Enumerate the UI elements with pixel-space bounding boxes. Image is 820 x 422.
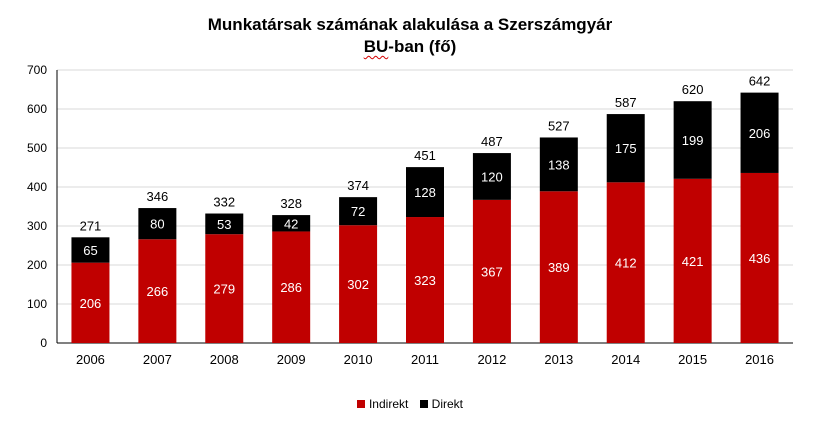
total-label: 487 — [481, 134, 503, 149]
legend-label-indirekt: Indirekt — [368, 397, 409, 411]
bar-indirekt-2006 — [71, 262, 110, 343]
legend-item-indirekt: Indirekt — [356, 397, 409, 411]
bar-direkt-2014 — [606, 114, 645, 183]
data-label-direkt: 65 — [83, 243, 97, 258]
x-tick-label: 2006 — [76, 352, 105, 367]
bar-direkt-2007 — [138, 208, 177, 240]
data-label-indirekt: 389 — [548, 260, 570, 275]
bar-direkt-2016 — [740, 92, 779, 173]
total-label: 332 — [213, 195, 235, 210]
chart-title-suffix: -ban (fő) — [388, 37, 457, 56]
x-tick-label: 2009 — [277, 352, 306, 367]
bar-direkt-2008 — [205, 213, 244, 235]
y-tick-label: 700 — [27, 63, 47, 77]
total-label: 346 — [147, 189, 169, 204]
x-tick-label: 2011 — [411, 352, 439, 367]
bar-indirekt-2007 — [138, 239, 177, 343]
total-label: 271 — [80, 218, 102, 233]
chart-title-bu: BU — [363, 37, 389, 56]
total-label: 642 — [749, 74, 771, 89]
y-tick-label: 400 — [27, 180, 47, 194]
bar-indirekt-2008 — [205, 234, 244, 343]
total-label: 587 — [615, 95, 637, 110]
bar-indirekt-2009 — [272, 231, 311, 343]
data-label-direkt: 206 — [749, 126, 771, 141]
x-tick-label: 2014 — [611, 352, 640, 367]
bar-indirekt-2016 — [740, 172, 779, 343]
data-label-direkt: 199 — [682, 133, 704, 148]
legend-swatch-direkt — [419, 400, 428, 408]
x-tick-label: 2016 — [745, 352, 774, 367]
data-label-indirekt: 286 — [280, 280, 302, 295]
total-label: 620 — [682, 82, 704, 97]
data-label-direkt: 80 — [150, 217, 164, 232]
total-label: 527 — [548, 118, 570, 133]
total-label: 328 — [280, 196, 302, 211]
legend-swatch-indirekt — [356, 400, 365, 408]
data-label-indirekt: 279 — [213, 282, 235, 297]
bar-direkt-2009 — [272, 215, 311, 232]
bar-indirekt-2014 — [606, 182, 645, 343]
data-label-direkt: 42 — [284, 216, 298, 231]
y-tick-label: 500 — [27, 141, 47, 155]
x-tick-label: 2007 — [143, 352, 172, 367]
y-tick-label: 0 — [40, 336, 47, 350]
chart-legend: Indirekt Direkt — [0, 397, 820, 411]
chart-title-line1: Munkatársak számának alakulása a Szerszá… — [207, 15, 613, 34]
data-label-direkt: 175 — [615, 141, 637, 156]
bar-indirekt-2011 — [406, 217, 444, 343]
bar-indirekt-2015 — [673, 178, 712, 343]
data-label-indirekt: 323 — [414, 273, 436, 288]
total-label: 451 — [414, 148, 436, 163]
bar-direkt-2012 — [472, 153, 511, 200]
legend-label-direkt: Direkt — [431, 397, 464, 411]
y-tick-label: 200 — [27, 258, 47, 272]
bar-direkt-2013 — [539, 137, 578, 192]
y-tick-label: 300 — [27, 219, 47, 233]
y-tick-label: 600 — [27, 102, 47, 116]
bar-direkt-2015 — [673, 101, 712, 179]
data-label-indirekt: 367 — [481, 264, 503, 279]
data-label-indirekt: 206 — [80, 296, 102, 311]
chart-title-line2: BU-ban (fő) — [0, 36, 820, 58]
x-tick-label: 2013 — [544, 352, 573, 367]
y-tick-label: 100 — [27, 297, 47, 311]
legend-item-direkt: Direkt — [419, 397, 464, 411]
data-label-indirekt: 412 — [615, 256, 637, 271]
data-label-direkt: 72 — [351, 204, 365, 219]
x-tick-label: 2015 — [678, 352, 707, 367]
bar-direkt-2006 — [71, 237, 110, 263]
bar-indirekt-2012 — [472, 199, 511, 343]
bar-indirekt-2010 — [339, 225, 378, 343]
data-label-indirekt: 436 — [749, 251, 771, 266]
bar-direkt-2011 — [406, 167, 444, 218]
data-label-indirekt: 302 — [347, 277, 369, 292]
data-label-direkt: 138 — [548, 157, 570, 172]
data-label-indirekt: 266 — [147, 284, 169, 299]
data-label-indirekt: 421 — [682, 254, 704, 269]
data-label-direkt: 53 — [217, 217, 231, 232]
data-label-direkt: 128 — [414, 185, 436, 200]
x-tick-label: 2008 — [210, 352, 239, 367]
bar-indirekt-2013 — [539, 191, 578, 343]
x-tick-label: 2010 — [344, 352, 373, 367]
bar-direkt-2010 — [339, 197, 378, 226]
data-label-direkt: 120 — [481, 169, 503, 184]
x-tick-label: 2012 — [477, 352, 506, 367]
total-label: 374 — [347, 178, 369, 193]
